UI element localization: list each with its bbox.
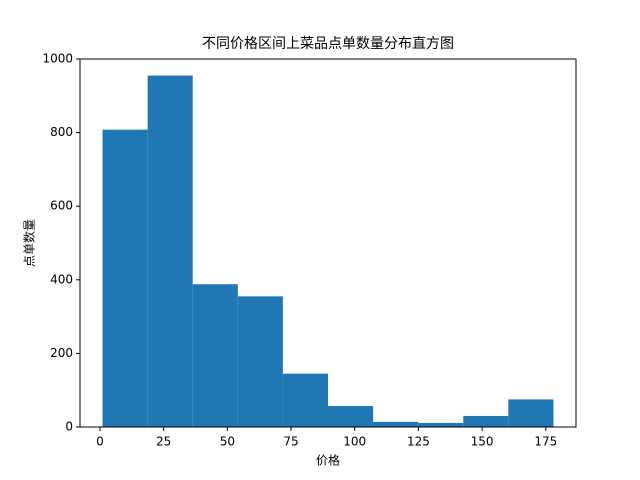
- y-tick-label: 1000: [42, 52, 73, 66]
- bar: [418, 422, 464, 427]
- bar: [373, 421, 419, 427]
- x-tick-label: 0: [96, 435, 104, 449]
- x-tick-label: 25: [156, 435, 171, 449]
- bar: [102, 129, 148, 427]
- bar: [147, 75, 193, 427]
- y-axis-label: 点单数量: [22, 219, 37, 267]
- x-tick-label: 125: [407, 435, 430, 449]
- y-tick-label: 0: [65, 420, 73, 434]
- chart-title: 不同价格区间上菜品点单数量分布直方图: [202, 35, 454, 52]
- x-tick-label: 75: [283, 435, 298, 449]
- x-tick-label: 150: [471, 435, 494, 449]
- y-tick-label: 400: [50, 272, 73, 286]
- x-tick-label: 100: [343, 435, 366, 449]
- bar: [282, 373, 328, 427]
- x-axis-label: 价格: [316, 453, 340, 468]
- bar: [463, 415, 509, 427]
- y-tick-label: 600: [50, 199, 73, 213]
- y-tick-label: 800: [50, 125, 73, 139]
- y-tick-label: 200: [50, 346, 73, 360]
- plot-frame: [79, 58, 577, 428]
- bar: [192, 284, 238, 427]
- bar: [237, 296, 283, 427]
- x-tick-label: 50: [220, 435, 235, 449]
- x-tick-label: 175: [534, 435, 557, 449]
- bar: [508, 399, 554, 427]
- bar: [328, 406, 374, 427]
